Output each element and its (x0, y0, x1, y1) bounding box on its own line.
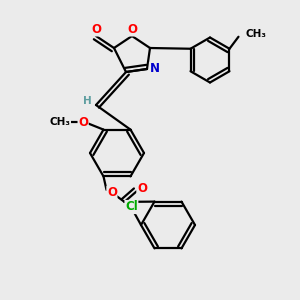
Text: H: H (82, 95, 91, 106)
Text: N: N (149, 62, 160, 76)
Text: O: O (107, 186, 117, 200)
Text: CH₃: CH₃ (246, 29, 267, 39)
Text: Cl: Cl (125, 200, 138, 214)
Text: O: O (137, 182, 147, 196)
Text: O: O (127, 23, 137, 36)
Text: O: O (91, 23, 101, 36)
Text: O: O (78, 116, 88, 129)
Text: CH₃: CH₃ (50, 117, 70, 128)
